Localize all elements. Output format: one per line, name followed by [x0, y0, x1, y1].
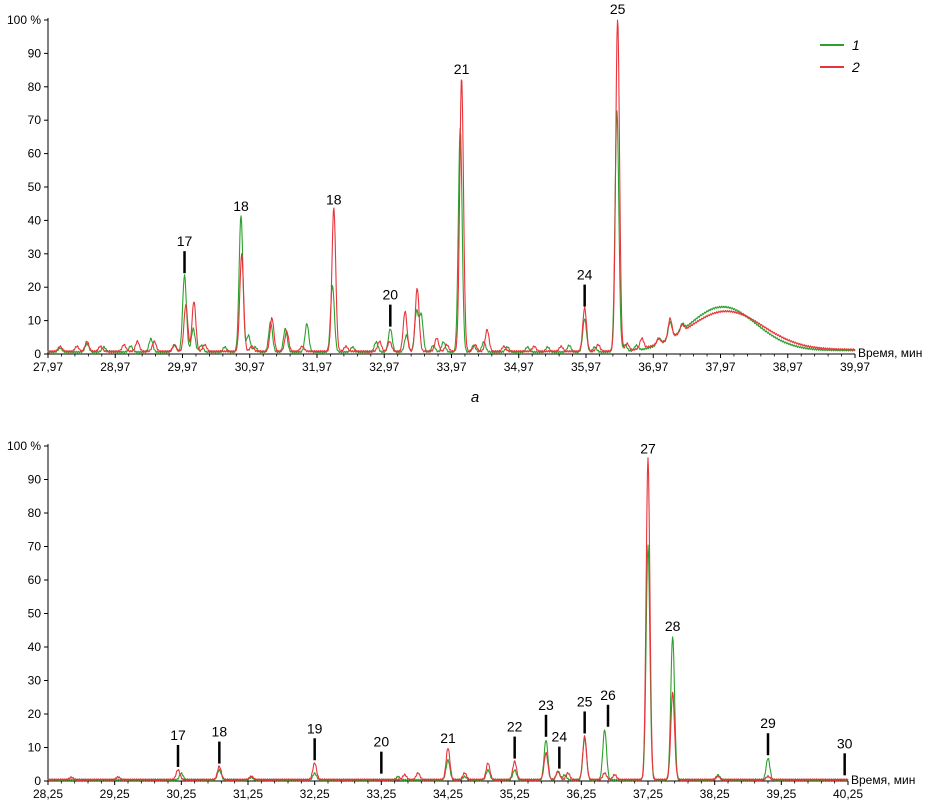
x-tick-label-b: 28,25 [33, 787, 63, 801]
y-tick-label-a: 70 [28, 113, 42, 127]
peak-label-a: 17 [177, 233, 193, 249]
peak-label-b: 19 [307, 720, 323, 736]
panel-caption-a: а [471, 389, 479, 406]
peak-label-b: 17 [170, 727, 186, 743]
peak-label-b: 28 [665, 618, 681, 634]
y-tick-label-b: 40 [28, 640, 42, 654]
x-tick-label-b: 33,25 [366, 787, 396, 801]
peak-label-a: 24 [577, 267, 593, 283]
y-tick-label-a: 40 [28, 213, 42, 227]
y-tick-label-b: 90 [28, 473, 42, 487]
y-tick-label-a: 30 [28, 247, 42, 261]
peak-label-b: 22 [507, 719, 523, 735]
peak-label-a: 18 [326, 191, 342, 207]
y-tick-label-b: 10 [28, 741, 42, 755]
x-tick-label-b: 30,25 [166, 787, 196, 801]
peak-label-b: 18 [212, 724, 228, 740]
x-tick-label-a: 35,97 [571, 360, 601, 374]
y-tick-label-b: 30 [28, 674, 42, 688]
y-tick-label-b: 0 [34, 774, 41, 788]
peak-label-b: 24 [552, 729, 568, 745]
y-tick-label-a: 50 [28, 180, 42, 194]
y-tick-label-a: 60 [28, 147, 42, 161]
peak-label-a: 18 [233, 198, 249, 214]
y-tick-label-a: 90 [28, 46, 42, 60]
series-2-trace-a [47, 19, 856, 353]
panel-a: 0 10 20 30 40 50 60 70 80 90 100 % 27,97 28,97 29,97 3… [7, 1, 922, 406]
panel-b: 0 10 20 30 40 50 60 70 80 90 100 % 28,25 29,25 30,25 3… [7, 439, 915, 801]
peak-label-a: 25 [610, 1, 626, 17]
peak-label-b: 30 [837, 735, 853, 751]
x-tick-label-a: 28,97 [100, 360, 130, 374]
x-tick-label-a: 39,97 [840, 360, 870, 374]
x-tick-label-a: 33,97 [436, 360, 466, 374]
x-tick-label-a: 32,97 [369, 360, 399, 374]
x-tick-label-b: 36,25 [566, 787, 596, 801]
peak-label-b: 23 [538, 697, 554, 713]
peak-label-b: 29 [760, 715, 776, 731]
y-tick-label-a: 80 [28, 80, 42, 94]
peak-label-b: 25 [577, 693, 593, 709]
x-tick-label-b: 29,25 [100, 787, 130, 801]
x-tick-label-a: 36,97 [638, 360, 668, 374]
y-tick-label-b: 20 [28, 707, 42, 721]
x-tick-label-b: 31,25 [233, 787, 263, 801]
x-tick-label-a: 31,97 [302, 360, 332, 374]
peak-label-b: 20 [374, 734, 390, 750]
y-tick-label-b: 80 [28, 506, 42, 520]
series-2-trace-b [47, 457, 849, 782]
x-tick-label-b: 35,25 [500, 787, 530, 801]
y-tick-label-a: 10 [28, 314, 42, 328]
y-tick-label-a: 100 % [7, 13, 41, 27]
x-tick-label-a: 38,97 [773, 360, 803, 374]
peak-label-b: 21 [440, 730, 456, 746]
y-tick-label-b: 50 [28, 607, 42, 621]
x-tick-label-b: 38,25 [700, 787, 730, 801]
x-tick-label-b: 37,25 [633, 787, 663, 801]
x-tick-label-a: 29,97 [167, 360, 197, 374]
x-tick-label-a: 37,97 [705, 360, 735, 374]
legend-label-2: 2 [851, 59, 860, 75]
peak-label-a: 21 [454, 61, 470, 77]
y-tick-label-a: 0 [34, 347, 41, 361]
peak-label-a: 20 [383, 287, 399, 303]
peak-label-b: 26 [600, 687, 616, 703]
peak-label-b: 27 [640, 440, 656, 456]
x-tick-label-b: 34,25 [433, 787, 463, 801]
y-tick-label-a: 20 [28, 280, 42, 294]
x-axis-label-a: Время, мин [858, 346, 922, 360]
x-tick-label-a: 30,97 [235, 360, 265, 374]
y-tick-label-b: 70 [28, 540, 42, 554]
x-tick-label-b: 32,25 [300, 787, 330, 801]
x-tick-label-b: 39,25 [766, 787, 796, 801]
x-tick-label-b: 40,25 [833, 787, 863, 801]
legend-label-1: 1 [852, 37, 860, 53]
x-tick-label-a: 34,97 [504, 360, 534, 374]
series-1-trace-a [47, 110, 856, 354]
x-axis-label-b: Время, мин [851, 773, 915, 787]
y-tick-label-b: 100 % [7, 439, 41, 453]
x-tick-label-a: 27,97 [33, 360, 63, 374]
y-tick-label-b: 60 [28, 573, 42, 587]
